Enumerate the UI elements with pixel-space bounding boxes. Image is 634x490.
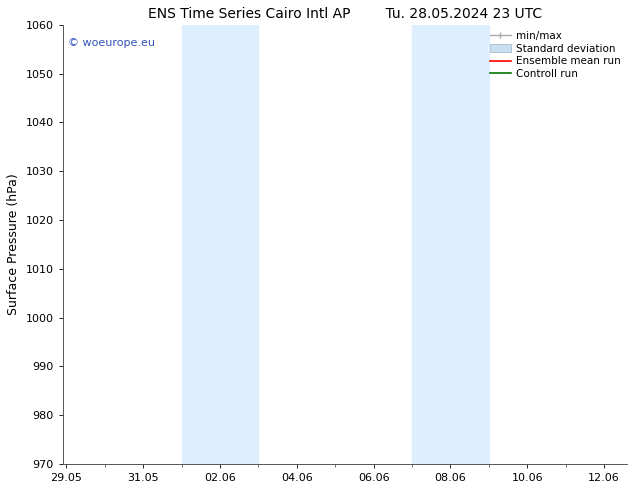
Legend: min/max, Standard deviation, Ensemble mean run, Controll run: min/max, Standard deviation, Ensemble me… [487, 28, 624, 82]
Bar [182, 25, 259, 464]
Y-axis label: Surface Pressure (hPa): Surface Pressure (hPa) [7, 173, 20, 316]
Title: ENS Time Series Cairo Intl AP        Tu. 28.05.2024 23 UTC: ENS Time Series Cairo Intl AP Tu. 28.05.… [148, 7, 542, 21]
Bar [412, 25, 489, 464]
Text: © woeurope.eu: © woeurope.eu [68, 38, 155, 48]
